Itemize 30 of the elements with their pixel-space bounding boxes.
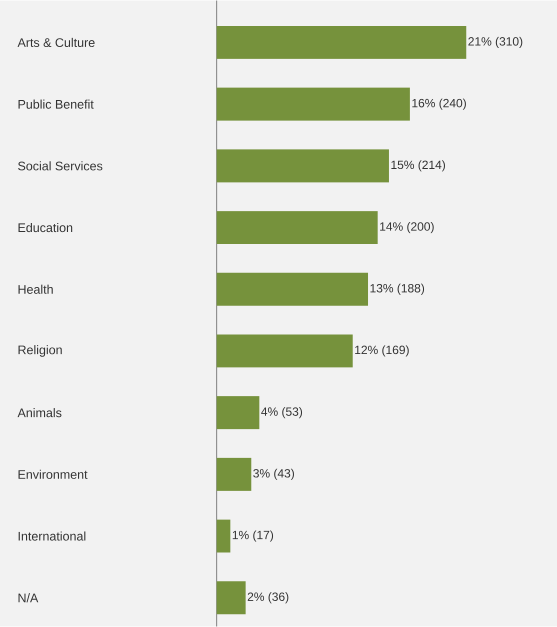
y-tick-label: N/A xyxy=(18,593,38,602)
bar xyxy=(216,149,389,182)
data-label: 16% (240) xyxy=(412,98,466,110)
data-label: 1% (17) xyxy=(232,530,274,542)
y-tick-label: Religion xyxy=(18,345,62,357)
data-label: 15% (214) xyxy=(391,160,445,172)
y-tick-label: Arts & Culture xyxy=(17,38,95,48)
y-tick-label: Education xyxy=(18,222,72,232)
y-tick-label: Environment xyxy=(18,470,88,479)
y-tick-label: International xyxy=(18,531,86,541)
bar xyxy=(216,211,378,244)
data-label: 21% (310) xyxy=(468,36,522,48)
bar xyxy=(216,581,246,614)
data-label: 3% (43) xyxy=(253,468,294,480)
bar xyxy=(216,88,410,121)
data-label: 13% (188) xyxy=(370,284,424,295)
bar xyxy=(216,26,466,59)
bar xyxy=(216,458,252,491)
data-label: 12% (169) xyxy=(355,345,409,357)
y-tick-label: Animals xyxy=(17,408,62,418)
bar xyxy=(216,272,368,306)
data-label: 14% (200) xyxy=(380,222,434,234)
y-tick-label: Health xyxy=(18,284,53,294)
y-tick-label: Public Benefit xyxy=(18,100,94,109)
bar xyxy=(216,520,230,553)
bar xyxy=(216,334,353,368)
y-tick-label: Social Services xyxy=(18,161,102,170)
bar xyxy=(216,396,260,430)
data-label: 2% (36) xyxy=(248,592,288,604)
data-label: 4% (53) xyxy=(261,407,302,418)
